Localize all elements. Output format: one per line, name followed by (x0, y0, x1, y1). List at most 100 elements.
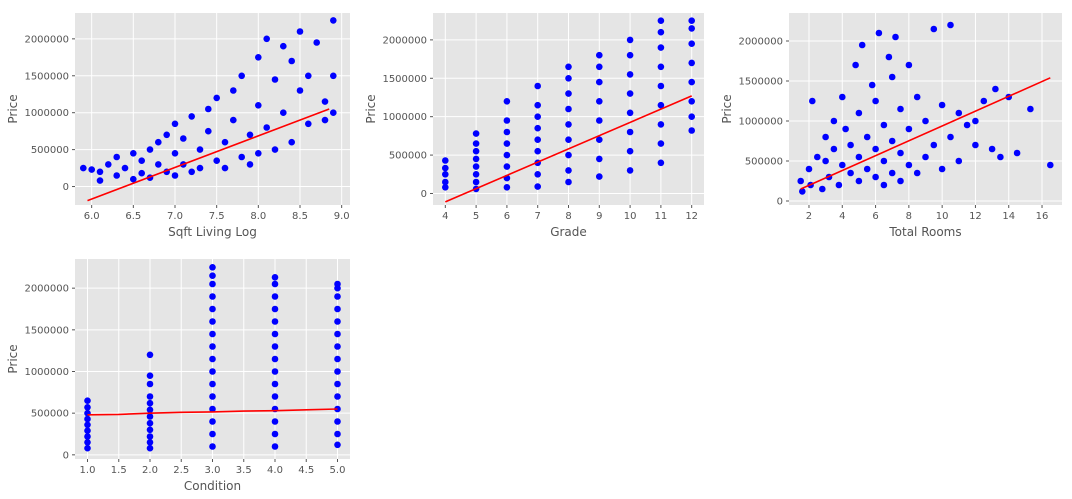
scatter-point (938, 165, 946, 173)
scatter-point (822, 157, 829, 165)
x-tick-label: 11 (655, 211, 668, 222)
scatter-point (209, 368, 216, 375)
x-tick-label: 9.0 (334, 211, 350, 222)
x-tick-label: 14 (1002, 211, 1015, 222)
scatter-point (534, 183, 541, 190)
x-tick-label: 6.0 (84, 211, 100, 222)
x-tick-label: 4.5 (298, 465, 314, 476)
scatter-point (334, 343, 341, 350)
x-tick-label: 2 (806, 211, 812, 222)
scatter-point (280, 42, 287, 50)
scatter-point (230, 87, 237, 94)
scatter-point (688, 17, 695, 25)
x-tick-label: 5.0 (330, 465, 346, 476)
scatter-point (334, 305, 341, 313)
scatter-point (797, 177, 804, 185)
scatter-point (596, 117, 603, 124)
scatter-point (805, 165, 813, 173)
x-tick-label: 1.5 (111, 465, 127, 476)
scatter-point (472, 171, 480, 178)
scatter-point (254, 150, 262, 157)
scatter-point (596, 63, 603, 71)
scatter-point (922, 153, 929, 161)
scatter-point (565, 90, 572, 97)
scatter-point (313, 39, 321, 46)
scatter-point (852, 61, 859, 69)
scatter-point (858, 41, 866, 49)
scatter-point (146, 444, 154, 452)
scatter-point (146, 413, 154, 420)
scatter-point (271, 355, 279, 363)
scatter-point (913, 169, 921, 177)
scatter-point (963, 121, 971, 129)
x-tick-label: 7.5 (209, 211, 225, 222)
scatter-point (472, 155, 480, 163)
scatter-point (626, 109, 634, 117)
scatter-point (503, 117, 511, 124)
scatter-point (271, 443, 279, 450)
y-axis-label: Price (6, 94, 20, 123)
y-tick-label: 1500000 (382, 74, 427, 85)
x-tick-label: 8.0 (250, 211, 266, 222)
scatter-point (121, 164, 129, 172)
scatter-point (888, 137, 896, 145)
scatter-point (596, 136, 603, 143)
scatter-point (503, 128, 511, 136)
scatter-point (334, 280, 341, 288)
scatter-point (472, 140, 480, 147)
scatter-point (334, 393, 341, 400)
y-tick-label: 2000000 (738, 37, 783, 48)
scatter-point (955, 157, 963, 165)
scatter-point (657, 63, 665, 71)
scatter-point (271, 418, 279, 425)
y-tick-label: 0 (421, 189, 427, 200)
scatter-point (938, 101, 946, 109)
scatter-point (205, 127, 212, 135)
scatter-point (209, 430, 216, 438)
scatter-point (872, 173, 879, 181)
scatter-point (163, 131, 170, 139)
scatter-point (271, 380, 279, 388)
x-tick-label: 3.5 (236, 465, 252, 476)
y-tick-label: 0 (63, 182, 69, 193)
scatter-point (930, 141, 938, 149)
scatter-point (688, 25, 695, 32)
scatter-point (271, 318, 279, 325)
scatter-point (988, 145, 996, 153)
scatter-point (534, 147, 541, 155)
scatter-point (209, 405, 216, 413)
scatter-point (209, 272, 216, 280)
scatter-point (688, 98, 695, 105)
y-tick-label: 0 (63, 450, 69, 461)
scatter-point (80, 164, 87, 172)
scatter-point (888, 169, 896, 177)
scatter-point (842, 125, 849, 133)
x-tick-label: 10 (624, 211, 637, 222)
scatter-point (596, 173, 603, 180)
scatter-point (271, 393, 279, 400)
scatter-point (863, 133, 871, 141)
x-tick-label: 12 (969, 211, 982, 222)
scatter-point (442, 164, 449, 172)
y-tick-label: 500000 (31, 145, 69, 156)
subplot-2: 4 5 6 7 8 9 10 11 12 0 500000 1000000 1500000 2000000… (364, 13, 704, 239)
scatter-point (271, 280, 279, 288)
scatter-point (209, 343, 216, 350)
scatter-point (830, 145, 838, 153)
scatter-point (84, 433, 91, 440)
scatter-point (334, 318, 341, 325)
scatter-point (296, 28, 304, 35)
scatter-point (442, 171, 449, 178)
scatter-point (880, 157, 888, 165)
scatter-point (209, 305, 216, 313)
y-tick-label: 500000 (31, 409, 69, 420)
scatter-point (819, 185, 826, 193)
x-tick-label: 8.5 (292, 211, 308, 222)
scatter-point (271, 343, 279, 350)
scatter-point (657, 44, 665, 51)
scatter-point (84, 421, 91, 429)
scatter-point (657, 159, 665, 167)
scatter-point (171, 150, 179, 157)
scatter-point (84, 415, 91, 423)
scatter-point (503, 140, 511, 147)
